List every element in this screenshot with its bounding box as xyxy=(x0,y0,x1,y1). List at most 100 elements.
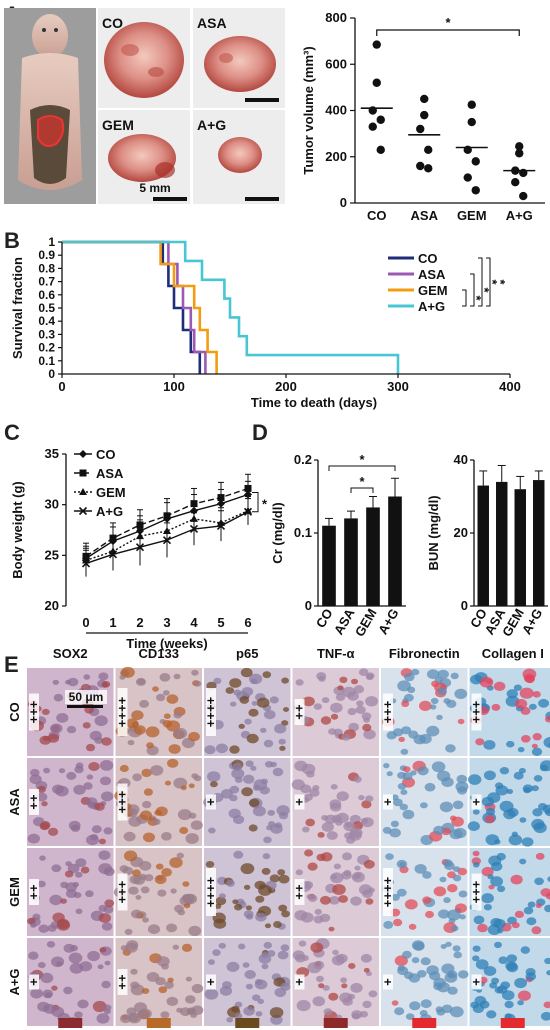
staining-score: +++ xyxy=(115,790,130,813)
cell-nucleus xyxy=(66,771,77,780)
cell-nucleus xyxy=(226,879,235,887)
cell-nucleus xyxy=(400,789,408,795)
cell-nucleus xyxy=(239,696,250,704)
survival-curve-asa xyxy=(62,240,207,374)
cell-nucleus xyxy=(483,740,496,750)
cell-nucleus xyxy=(147,924,161,935)
cell-nucleus xyxy=(479,1000,490,1009)
cell-nucleus xyxy=(130,968,138,975)
photo-label-ag: A+G xyxy=(197,117,226,133)
y-axis-label: Body weight (g) xyxy=(10,481,25,579)
cell-nucleus xyxy=(142,800,152,809)
cell-nucleus xyxy=(337,685,344,691)
cell-nucleus xyxy=(92,1000,107,1013)
photo-label-co: CO xyxy=(102,15,123,31)
cell-nucleus xyxy=(229,678,242,688)
cell-nucleus xyxy=(30,922,37,928)
cell-nucleus xyxy=(119,764,129,773)
cell-nucleus xyxy=(407,686,416,693)
cell-nucleus xyxy=(394,1007,405,1016)
cell-nucleus xyxy=(341,983,348,989)
cell-nucleus xyxy=(258,884,272,896)
cell-nucleus xyxy=(332,884,346,895)
stain-color-swatch xyxy=(146,1018,171,1028)
cell-nucleus xyxy=(94,715,108,726)
cell-nucleus xyxy=(208,827,216,834)
cell-nucleus xyxy=(32,913,41,921)
cell-nucleus xyxy=(321,822,334,832)
cell-nucleus xyxy=(341,733,351,741)
cell-nucleus xyxy=(82,722,91,729)
cell-nucleus xyxy=(134,1002,147,1013)
cell-nucleus xyxy=(506,954,518,963)
score-box xyxy=(471,974,482,990)
cell-nucleus xyxy=(161,832,172,841)
cell-nucleus xyxy=(342,997,353,1006)
cell-nucleus xyxy=(248,798,260,807)
legend-label: ASA xyxy=(418,267,446,282)
cell-nucleus xyxy=(75,908,83,915)
score-box xyxy=(383,868,393,916)
y-tick-label: 30 xyxy=(45,497,59,512)
cell-nucleus xyxy=(229,785,240,794)
cell-nucleus xyxy=(234,903,243,911)
cell-nucleus xyxy=(37,962,46,969)
staining-score: ++++ xyxy=(203,696,218,727)
tumor-photo-gem: GEM 5 mm xyxy=(98,110,190,204)
cell-nucleus xyxy=(312,785,320,791)
cell-nucleus xyxy=(264,710,276,720)
cell-nucleus xyxy=(68,952,83,964)
score-box xyxy=(383,974,393,990)
cell-nucleus xyxy=(434,676,443,684)
cell-nucleus xyxy=(177,809,192,821)
cell-nucleus xyxy=(439,801,453,813)
cell-nucleus xyxy=(281,677,289,684)
cell-nucleus xyxy=(413,734,426,745)
cell-nucleus xyxy=(399,803,408,811)
cell-nucleus xyxy=(30,988,43,999)
cell-nucleus xyxy=(155,977,166,986)
cell-nucleus xyxy=(368,990,378,998)
staining-score: + xyxy=(292,798,307,806)
cell-nucleus xyxy=(90,834,98,841)
cell-nucleus xyxy=(523,673,535,683)
cell-nucleus xyxy=(500,981,511,990)
cell-nucleus xyxy=(212,949,221,956)
cell-nucleus xyxy=(103,905,114,914)
cell-nucleus xyxy=(144,874,154,882)
cell-nucleus xyxy=(83,782,93,790)
staining-score: +++ xyxy=(469,700,484,723)
tumor-photo-ag: A+G xyxy=(193,110,285,204)
legend-label: A+G xyxy=(96,504,123,519)
cell-nucleus xyxy=(529,703,537,710)
score-box xyxy=(117,688,128,736)
cell-nucleus xyxy=(535,852,545,860)
cell-nucleus xyxy=(255,895,265,903)
cell-nucleus xyxy=(99,947,107,953)
cell-nucleus xyxy=(204,988,219,1000)
cell-nucleus xyxy=(355,705,366,715)
cell-nucleus xyxy=(161,963,169,970)
cell-nucleus xyxy=(260,727,267,733)
cell-nucleus xyxy=(306,770,315,778)
x-tick-label: 3 xyxy=(163,615,170,630)
cell-nucleus xyxy=(170,888,177,894)
cell-nucleus xyxy=(128,816,142,827)
cell-nucleus xyxy=(316,975,324,983)
staining-score: + xyxy=(469,978,484,986)
cell-nucleus xyxy=(191,669,199,676)
cell-nucleus xyxy=(132,869,141,877)
cell-nucleus xyxy=(204,745,216,755)
marker-x xyxy=(189,524,199,534)
data-point xyxy=(519,191,528,201)
cell-nucleus xyxy=(242,962,250,968)
cell-nucleus xyxy=(362,1000,372,1009)
panel-letter-c: C xyxy=(4,420,20,445)
legend-marker xyxy=(79,450,87,458)
cell-nucleus xyxy=(335,953,348,964)
cell-nucleus xyxy=(210,781,218,788)
cell-nucleus xyxy=(303,793,313,802)
cell-nucleus xyxy=(343,821,356,832)
cell-nucleus xyxy=(420,802,428,809)
cell-nucleus xyxy=(124,928,133,936)
